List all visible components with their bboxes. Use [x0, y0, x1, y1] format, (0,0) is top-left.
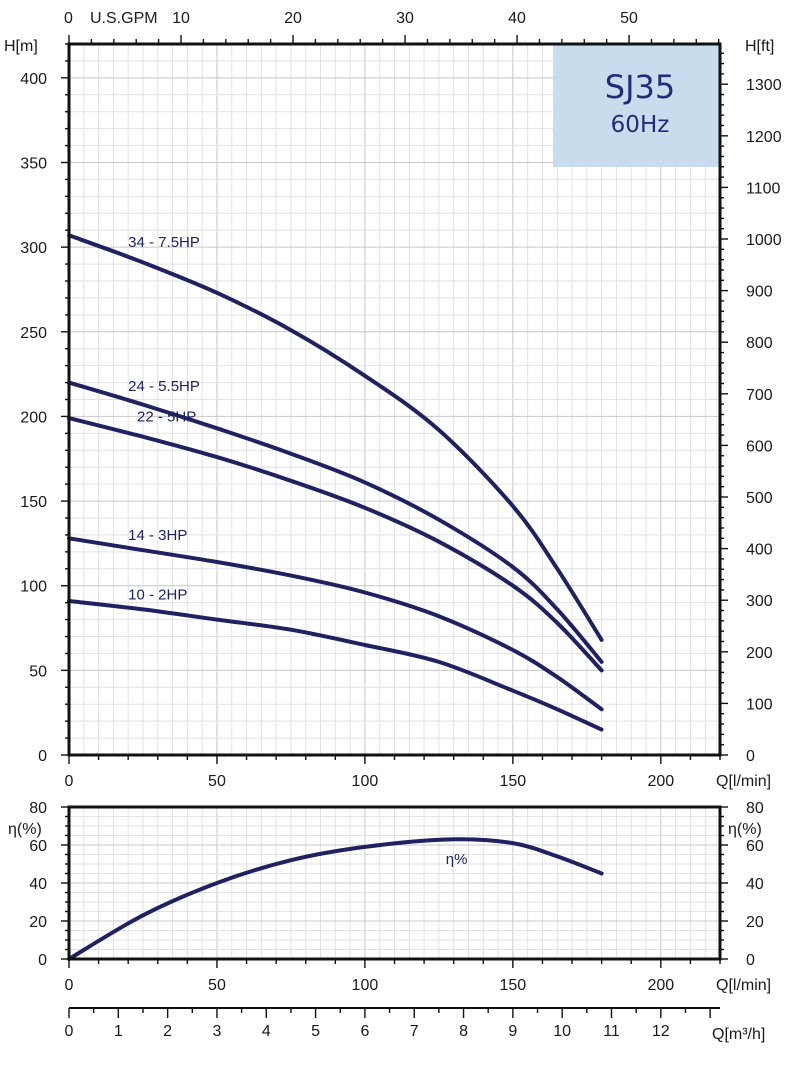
- head-curve-4: [67, 536, 604, 712]
- x-tick-label: 50: [208, 773, 226, 790]
- flow-m3h-tick-label: 3: [213, 1023, 222, 1040]
- eff-y-tick-label-left: 80: [29, 800, 47, 817]
- curve-label-2: 24 - 5.5HP: [128, 378, 200, 395]
- efficiency-curve: [67, 837, 604, 961]
- eff-x-tick-label: 150: [500, 977, 527, 994]
- y-tick-label-left: 200: [20, 409, 47, 426]
- y-tick-label-left: 100: [20, 579, 47, 596]
- eff-y-tick-label-left: 40: [29, 876, 47, 893]
- y-tick-label-right: 0: [746, 748, 755, 765]
- x-axis-title-head: Q[l/min]: [716, 773, 771, 790]
- top-tick-label: 10: [172, 10, 190, 27]
- y-tick-label-right: 400: [746, 542, 773, 559]
- axis-layer: 0501001502002503003504000100200300400500…: [20, 10, 781, 1040]
- eff-x-tick-label: 50: [208, 977, 226, 994]
- flow-m3h-tick-label: 7: [410, 1023, 419, 1040]
- eff-x-tick-label: 100: [352, 977, 379, 994]
- series-layer: 34 - 7.5HP 24 - 5.5HP 22 - 5HP 14 - 3HP 10 -…: [67, 233, 604, 961]
- y-tick-label-left: 150: [20, 494, 47, 511]
- y-tick-label-left: 0: [38, 748, 47, 765]
- y-tick-label-right: 900: [746, 284, 773, 301]
- model-frequency: 60Hz: [611, 112, 670, 138]
- y-tick-label-left: 250: [20, 325, 47, 342]
- eff-y-tick-label-right: 40: [746, 876, 764, 893]
- flow-m3h-tick-label: 11: [603, 1023, 620, 1040]
- y-tick-label-right: 300: [746, 593, 773, 610]
- flow-m3h-tick-label: 10: [553, 1023, 571, 1040]
- y-tick-label-right: 1100: [746, 180, 781, 197]
- eff-y-tick-label-right: 60: [746, 838, 764, 855]
- flow-m3h-tick-label: 0: [65, 1023, 74, 1040]
- eff-y-axis-title-right: η(%): [728, 821, 762, 838]
- top-tick-label: 40: [508, 10, 526, 27]
- y-tick-label-left: 300: [20, 240, 47, 257]
- head-curve-3: [67, 416, 604, 673]
- x-tick-label: 150: [500, 773, 527, 790]
- head-curve-2: [67, 380, 604, 664]
- curve-label-3: 22 - 5HP: [137, 409, 196, 426]
- y-tick-label-left: 50: [29, 663, 47, 680]
- flow-m3h-tick-label: 12: [652, 1023, 670, 1040]
- top-axis-zero-label: 0: [64, 10, 73, 27]
- x-tick-label: 100: [352, 773, 379, 790]
- eff-y-tick-label-right: 0: [746, 952, 755, 969]
- eff-y-tick-label-left: 20: [29, 914, 47, 931]
- x-tick-label: 200: [647, 773, 674, 790]
- grid-layer: [69, 43, 721, 959]
- top-tick-label: 50: [620, 10, 638, 27]
- y-tick-label-right: 200: [746, 645, 773, 662]
- flow-m3h-tick-label: 4: [262, 1023, 271, 1040]
- eff-x-tick-label: 200: [647, 977, 674, 994]
- top-axis-title: U.S.GPM: [90, 10, 158, 27]
- flow-m3h-tick-label: 1: [114, 1023, 123, 1040]
- eff-y-axis-title-left: η(%): [8, 821, 42, 838]
- eff-y-tick-label-left: 60: [29, 838, 47, 855]
- y-tick-label-right: 100: [746, 696, 773, 713]
- head-curve-1: [67, 233, 604, 642]
- flow-m3h-tick-label: 9: [508, 1023, 517, 1040]
- y-tick-label-right: 500: [746, 490, 773, 507]
- curve-label-5: 10 - 2HP: [128, 586, 187, 603]
- flow-m3h-tick-label: 5: [311, 1023, 320, 1040]
- eff-x-axis-title: Q[l/min]: [716, 977, 771, 994]
- flow-m3h-tick-label: 6: [360, 1023, 369, 1040]
- y-tick-label-right: 1000: [746, 232, 782, 249]
- eff-y-tick-label-left: 0: [38, 952, 47, 969]
- y-axis-title-right: H[ft]: [745, 38, 774, 55]
- y-tick-label-right: 700: [746, 387, 773, 404]
- flow-m3h-axis-title: Q[m³/h]: [712, 1026, 765, 1043]
- model-title: SJ35: [605, 68, 675, 106]
- eff-x-tick-label: 0: [65, 977, 74, 994]
- top-tick-label: 30: [396, 10, 414, 27]
- y-tick-label-left: 350: [20, 156, 47, 173]
- y-tick-label-left: 400: [20, 71, 47, 88]
- y-tick-label-right: 1300: [746, 77, 782, 94]
- eff-y-tick-label-right: 20: [746, 914, 764, 931]
- model-title-box: [553, 44, 719, 167]
- y-tick-label-right: 800: [746, 335, 773, 352]
- eff-y-tick-label-right: 80: [746, 800, 764, 817]
- y-axis-title-left: H[m]: [4, 38, 38, 55]
- y-tick-label-right: 600: [746, 438, 773, 455]
- x-tick-label: 0: [65, 773, 74, 790]
- curve-label-4: 14 - 3HP: [128, 527, 187, 544]
- curve-label-1: 34 - 7.5HP: [128, 234, 200, 251]
- top-tick-label: 20: [284, 10, 302, 27]
- efficiency-curve-label: η%: [446, 851, 468, 868]
- flow-m3h-tick-label: 2: [163, 1023, 172, 1040]
- flow-m3h-tick-label: 8: [459, 1023, 468, 1040]
- head-curve-5: [67, 599, 604, 732]
- y-tick-label-right: 1200: [746, 129, 782, 146]
